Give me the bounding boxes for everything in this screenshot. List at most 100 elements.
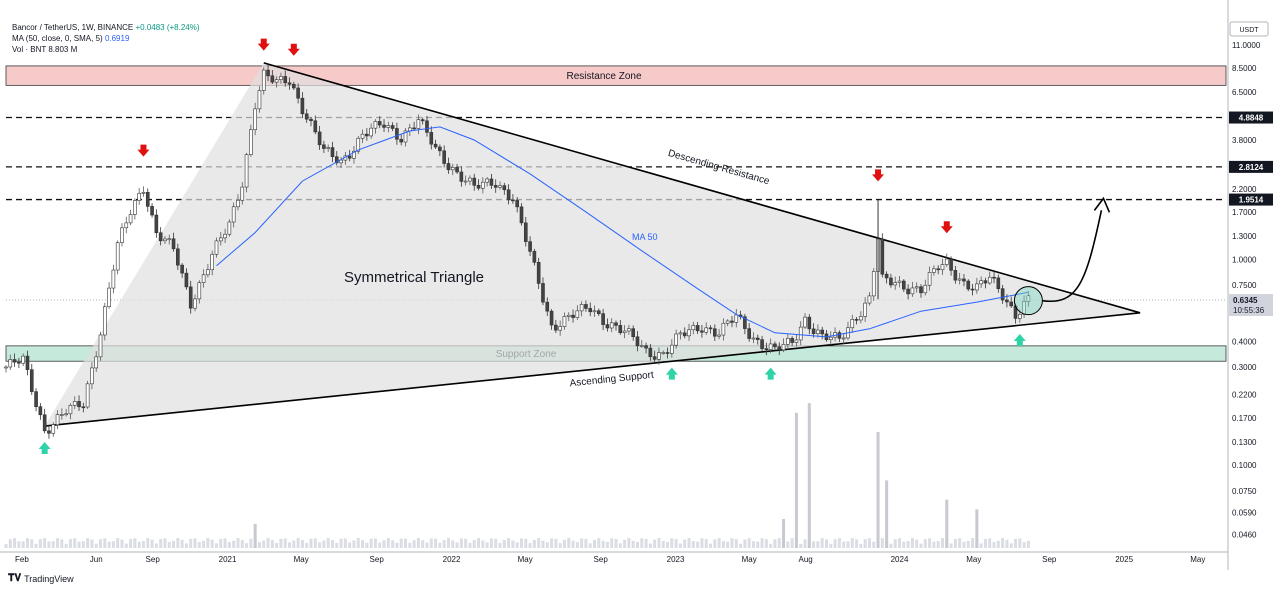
candle-body	[506, 189, 511, 201]
candle-body	[502, 185, 507, 191]
volume-bar	[184, 543, 188, 548]
volume-spike-2	[794, 412, 798, 548]
volume-bar	[653, 539, 657, 548]
legend-symbol: Bancor / TetherUS, 1W, BINANCE	[12, 23, 134, 32]
volume-bar	[597, 538, 601, 548]
candle-body	[618, 325, 623, 334]
candle-body	[987, 276, 992, 284]
candle-body	[639, 345, 644, 347]
volume-bar	[378, 542, 382, 548]
volume-bar	[421, 540, 425, 548]
volume-bar	[502, 540, 506, 548]
volume-bar	[386, 538, 390, 548]
volume-bar	[150, 539, 154, 548]
axes-layer: 11.0000 8.5000 6.5000 4.8848 3.8000 2.8124 2.2…	[0, 0, 1273, 570]
volume-bar	[635, 541, 639, 548]
projection-arrow-line	[1042, 210, 1103, 303]
volume-bar	[464, 538, 468, 548]
candle-body	[871, 271, 876, 297]
volume-bar	[623, 539, 627, 548]
volume-bar	[687, 538, 691, 548]
time-tick-4: May	[294, 555, 309, 564]
legend-ma-row[interactable]: MA (50, close, 0, SMA, 5) 0.6919	[12, 33, 200, 44]
time-tick-14: Sep	[1042, 555, 1057, 564]
candle-body	[442, 150, 446, 164]
candle-body	[863, 302, 867, 317]
volume-bar	[56, 538, 60, 548]
volume-bar	[760, 538, 764, 548]
candle-body	[493, 185, 498, 188]
down-arrow-icon-0	[137, 144, 150, 157]
volume-bar	[356, 538, 360, 548]
volume-bar	[25, 538, 29, 548]
candle-body	[236, 199, 240, 208]
candle-body	[962, 278, 966, 282]
volume-bar	[554, 538, 558, 548]
candle-body	[777, 346, 782, 351]
candle-body	[180, 264, 184, 274]
volume-bar	[116, 538, 120, 548]
candle-body	[369, 127, 373, 137]
candle-body	[519, 206, 524, 224]
volume-bar	[154, 543, 158, 548]
volume-bar	[683, 539, 687, 548]
candle-body	[64, 413, 68, 416]
volume-bar	[666, 541, 670, 548]
candle-body	[614, 322, 618, 326]
candle-body	[996, 277, 1001, 289]
volume-bar	[983, 538, 987, 548]
candle-body	[77, 401, 81, 408]
time-tick-9: 2023	[667, 555, 685, 564]
volume-bar	[262, 540, 266, 548]
volume-bar	[68, 539, 72, 548]
candle-body	[231, 206, 236, 223]
volume-bar	[867, 538, 871, 548]
volume-bar	[958, 538, 962, 548]
volume-bar	[842, 541, 846, 548]
volume-bar	[38, 539, 42, 548]
legend-vol-row[interactable]: Vol · BNT 8.803 M	[12, 44, 200, 55]
time-tick-5: Sep	[370, 555, 385, 564]
legend-symbol-row[interactable]: Bancor / TetherUS, 1W, BINANCE +0.0483 (…	[12, 22, 200, 33]
candle-body	[902, 280, 906, 290]
candle-body	[176, 248, 180, 266]
candle-body	[1026, 295, 1031, 302]
candle-body	[377, 121, 382, 126]
price-tag-3: 4.8848	[1239, 114, 1264, 123]
candle-body	[859, 316, 863, 321]
volume-bar	[979, 543, 983, 548]
candle-body	[841, 337, 846, 340]
candle-body	[893, 282, 898, 286]
volume-bar	[34, 543, 38, 548]
candle-body	[975, 283, 979, 291]
volume-spike-0	[253, 523, 257, 548]
last-price-tag: 0.6345	[1233, 296, 1258, 305]
price-tick-10: 1.0000	[1232, 255, 1257, 264]
volume-bar	[395, 542, 399, 548]
volume-bar	[219, 538, 223, 548]
volume-bar	[21, 541, 25, 548]
volume-bar	[206, 538, 210, 548]
ma50-line	[216, 126, 1029, 338]
candle-body	[751, 337, 756, 340]
candle-body	[188, 286, 193, 309]
legend-ma-label: MA (50, close, 0, SMA, 5)	[12, 34, 103, 43]
candle-body	[412, 127, 416, 130]
candle-body	[317, 131, 322, 146]
volume-bar	[124, 543, 128, 548]
candle-body	[446, 163, 451, 171]
candle-body	[700, 330, 704, 333]
volume-bar	[103, 538, 107, 548]
volume-bar	[640, 538, 644, 548]
candle-body	[803, 316, 807, 328]
volume-bar	[949, 543, 953, 548]
candle-body	[511, 199, 515, 202]
candle-body	[940, 264, 945, 271]
volume-bar	[936, 541, 940, 548]
candle-body	[970, 288, 975, 291]
down-arrow-icon-4	[940, 221, 953, 234]
volume-bar	[932, 541, 936, 548]
candle-body	[816, 329, 820, 335]
tradingview-brand[interactable]: 𝐓𝐕 TradingView	[8, 573, 74, 584]
